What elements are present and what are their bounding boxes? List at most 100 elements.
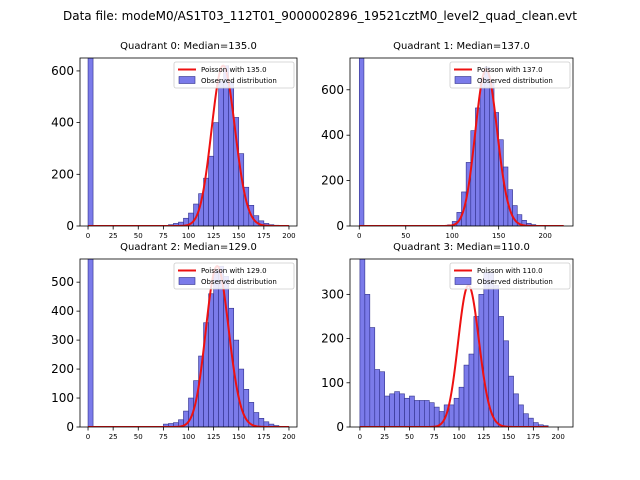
y-tick-label: 0	[336, 219, 344, 233]
legend-box	[449, 262, 571, 290]
histogram-bar	[87, 259, 94, 427]
x-tick-label: 200	[551, 433, 564, 441]
histogram-bar	[359, 259, 366, 427]
legend-box	[449, 61, 571, 89]
y-tick-label: 0	[66, 420, 74, 434]
histogram-bar	[389, 393, 395, 427]
histogram-bar	[419, 400, 425, 427]
histogram-bar	[213, 122, 219, 226]
histogram-bar	[87, 58, 94, 226]
x-tick-label: 100	[182, 433, 195, 441]
x-tick-label: 25	[109, 232, 118, 240]
y-tick-label: 500	[51, 275, 74, 289]
panel-title: Quadrant 2: Median=129.0	[120, 242, 257, 253]
legend: Poisson with 135.0 Observed distribution	[173, 61, 295, 89]
x-tick-label: 0	[86, 433, 90, 441]
legend-observed-swatch	[454, 76, 472, 84]
x-tick-label: 100	[446, 232, 459, 240]
histogram-bar	[399, 393, 405, 427]
histogram-bar	[523, 413, 529, 427]
histogram-bar	[453, 397, 460, 427]
y-tick-label: 400	[321, 128, 344, 142]
legend-box	[173, 61, 295, 89]
legend: Poisson with 129.0 Observed distribution	[173, 262, 295, 290]
legend-observed-label: Observed distribution	[201, 278, 277, 286]
y-tick-label: 300	[321, 287, 344, 301]
x-tick-label: 75	[430, 433, 439, 441]
y-tick-label: 400	[51, 116, 74, 130]
poisson-curve	[88, 64, 289, 226]
histogram-bar	[409, 395, 415, 427]
y-tick-label: 0	[336, 420, 344, 434]
x-tick-label: 100	[182, 232, 195, 240]
legend-observed-swatch	[454, 277, 472, 285]
x-tick-label: 50	[405, 433, 414, 441]
histogram-bar	[414, 400, 420, 427]
histogram-bar	[468, 353, 475, 427]
x-tick-label: 25	[380, 433, 389, 441]
legend-observed-label: Observed distribution	[477, 77, 553, 85]
panel-title: Quadrant 1: Median=137.0	[393, 41, 530, 52]
panels: Quadrant 0: Median=135.0 0 200 400 600 0 25 50 7…	[51, 41, 574, 441]
legend-observed-label: Observed distribution	[477, 278, 553, 286]
y-tick-label: 600	[321, 83, 344, 97]
histogram-bar	[498, 316, 504, 427]
histogram-bar	[384, 395, 390, 427]
y-tick-label: 100	[321, 376, 344, 390]
y-tick-label: 200	[51, 167, 74, 181]
axes-frame	[349, 258, 574, 428]
legend-observed-swatch	[178, 76, 196, 84]
x-tick-label: 200	[282, 433, 295, 441]
y-tick-label: 200	[321, 174, 344, 188]
histogram-bars	[359, 259, 549, 427]
x-tick-label: 100	[452, 433, 465, 441]
x-tick-label: 75	[159, 232, 168, 240]
x-tick-label: 50	[134, 232, 143, 240]
histogram-bar	[448, 404, 455, 427]
x-tick-label: 0	[86, 232, 90, 240]
histogram-bar	[208, 293, 214, 427]
histogram-bar	[428, 402, 435, 427]
x-tick-label: 125	[207, 232, 220, 240]
x-tick-label: 150	[502, 433, 515, 441]
histogram-bar	[208, 155, 214, 226]
x-tick-label: 75	[159, 433, 168, 441]
panel-title: Quadrant 3: Median=110.0	[393, 242, 530, 253]
y-tick-label: 200	[321, 332, 344, 346]
x-tick-label: 150	[232, 433, 245, 441]
histogram-bar	[479, 78, 486, 226]
x-tick-label: 25	[109, 433, 118, 441]
histogram-bar	[493, 285, 499, 427]
y-tick-label: 300	[51, 333, 74, 347]
panel-1: Quadrant 1: Median=137.0 0 200 400 600 0 50 100…	[321, 41, 574, 240]
histogram-bar	[518, 404, 524, 427]
x-tick-label: 175	[257, 433, 270, 441]
panel-0: Quadrant 0: Median=135.0 0 200 400 600 0 25 50 7…	[51, 41, 298, 240]
y-tick-label: 100	[51, 391, 74, 405]
legend-observed-label: Observed distribution	[201, 77, 277, 85]
x-tick-label: 125	[207, 433, 220, 441]
x-tick-label: 150	[492, 232, 505, 240]
x-tick-label: 0	[358, 433, 362, 441]
y-tick-label: 200	[51, 362, 74, 376]
histogram-bar	[358, 58, 365, 226]
y-tick-label: 400	[51, 304, 74, 318]
legend: Poisson with 137.0 Observed distribution	[449, 61, 571, 89]
histogram-bar	[424, 400, 430, 427]
legend-poisson-label: Poisson with 110.0	[477, 267, 543, 275]
histogram-bar	[484, 66, 490, 226]
legend-poisson-label: Poisson with 135.0	[201, 66, 267, 74]
legend: Poisson with 110.0 Observed distribution	[449, 262, 571, 290]
histogram-bar	[503, 340, 509, 427]
poisson-curve	[88, 265, 289, 427]
legend-poisson-label: Poisson with 137.0	[477, 66, 543, 74]
x-tick-label: 175	[257, 232, 270, 240]
histogram-bar	[213, 270, 219, 427]
x-tick-label: 200	[538, 232, 551, 240]
histogram-bar	[223, 65, 229, 226]
histogram-bar	[463, 364, 470, 427]
figure-suptitle: Data file: modeM0/AS1T03_112T01_90000028…	[63, 9, 577, 23]
panel-3: Quadrant 3: Median=110.0 0 100 200 300 0 25 50 7…	[321, 242, 574, 441]
histogram-bar	[458, 386, 465, 427]
